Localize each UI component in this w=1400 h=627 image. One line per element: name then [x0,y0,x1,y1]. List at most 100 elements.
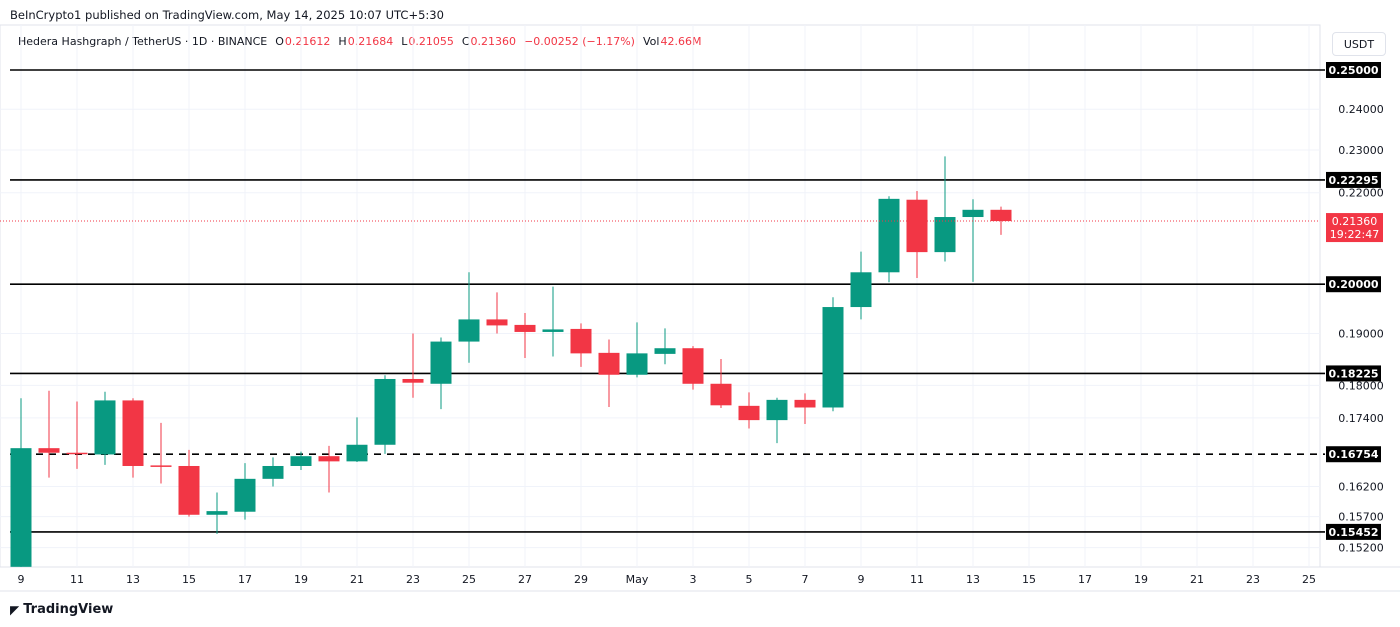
candle-body [10,448,32,567]
candle-body [738,405,760,421]
open-value: 0.21612 [284,35,331,48]
x-tick-label: 17 [238,573,252,586]
candle [38,390,60,478]
y-tick-label: 0.24000 [1338,103,1384,116]
candle-body [962,209,984,218]
candle [906,190,928,278]
candle [934,156,956,262]
candle-body [878,198,900,273]
candle-body [682,348,704,384]
symbol-title[interactable]: Hedera Hashgraph / TetherUS · 1D · BINAN… [18,35,268,48]
candle [570,323,592,367]
x-tick-label: 27 [518,573,532,586]
candle-body [990,209,1012,222]
y-tick-label: 0.16200 [1338,481,1384,494]
x-tick-label: 9 [18,573,25,586]
level-label: 0.15452 [1328,526,1378,539]
published-note: BeInCrypto1 published on TradingView.com… [10,8,444,22]
candle-body [66,452,88,455]
x-tick-label: 29 [574,573,588,586]
candle-body [934,217,956,253]
x-tick-label: 3 [690,573,697,586]
high-value: 0.21684 [347,35,394,48]
candle [794,393,816,424]
level-label-bg [1326,446,1381,463]
candle-body [458,319,480,342]
candle [206,492,228,534]
bar-countdown: 19:22:47 [1330,228,1379,241]
level-label-bg [1326,62,1381,78]
tradingview-logo[interactable]: ◤ TradingView [10,602,113,617]
candle-body [178,465,200,515]
last-price-label: 0.21360 [1332,215,1378,228]
candle [514,312,536,359]
candle-body [598,352,620,375]
candle-body [402,378,424,383]
candle [178,449,200,517]
high-label: H [338,35,347,48]
y-tick-label: 0.19000 [1338,327,1384,340]
candle [262,457,284,487]
candle-body [822,307,844,408]
candle [290,451,312,471]
candle-body [122,400,144,466]
y-tick-label: 0.15200 [1338,542,1384,555]
open-label: O [275,35,284,48]
x-tick-label: 23 [406,573,420,586]
low-value: 0.21055 [408,35,454,48]
candle-body [206,511,228,515]
candle-body [626,353,648,375]
x-tick-label: 23 [1246,573,1260,586]
candle-body [262,465,284,479]
candle-body [234,478,256,512]
candle-body [542,329,564,332]
candle [458,272,480,363]
candle-body [794,399,816,408]
candle-body [94,400,116,455]
x-tick-label: 9 [858,573,865,586]
candle [542,286,564,357]
low-label: L [401,35,408,48]
volume-label: Vol [642,35,660,48]
tradingview-logo-text: TradingView [23,602,114,617]
candle [962,199,984,282]
candle [318,445,340,493]
x-tick-label: 11 [70,573,84,586]
y-tick-label: 0.17400 [1338,412,1384,425]
candle [766,397,788,444]
candle [878,196,900,283]
candle [234,463,256,520]
candle [430,337,452,410]
level-label: 0.20000 [1328,278,1378,291]
candle-body [374,378,396,445]
level-label: 0.22295 [1328,174,1378,187]
x-tick-label: 21 [1190,573,1204,586]
candle [346,417,368,462]
level-label-bg [1326,276,1381,293]
candle [486,292,508,334]
candle-body [38,448,60,453]
candle [738,392,760,429]
candle-body [486,319,508,326]
level-label: 0.25000 [1328,64,1378,77]
y-tick-label: 0.23000 [1338,144,1384,157]
x-tick-label: May [626,573,649,586]
candle [626,322,648,378]
level-label-bg [1326,365,1381,382]
x-tick-label: 7 [802,573,809,586]
candle-body [654,348,676,354]
tradingview-logo-icon: ◤ [10,602,20,617]
last-price-label-bg [1326,213,1383,243]
symbol-legend: Hedera Hashgraph / TetherUS · 1D · BINAN… [18,35,702,48]
candle [150,422,172,484]
change-value: −0.00252 (−1.17%) [524,35,635,48]
y-tick-label: 0.22000 [1338,187,1384,200]
candle [10,398,32,567]
x-tick-label: 15 [182,573,196,586]
x-tick-label: 11 [910,573,924,586]
currency-button[interactable]: USDT [1332,32,1386,56]
x-tick-label: 15 [1022,573,1036,586]
candle [990,206,1012,235]
level-label: 0.18225 [1328,367,1378,380]
